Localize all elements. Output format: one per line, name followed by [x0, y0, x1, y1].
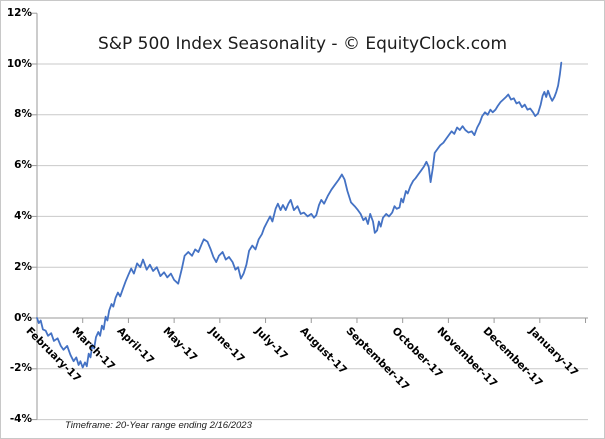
- y-axis-label: -4%: [9, 413, 32, 426]
- y-axis-label: 4%: [14, 209, 32, 222]
- y-axis-label: 8%: [14, 108, 32, 121]
- chart-title: S&P 500 Index Seasonality - © EquityCloc…: [97, 34, 508, 54]
- series-line: [36, 61, 563, 369]
- y-axis-label: 2%: [14, 260, 32, 273]
- y-axis-label: 10%: [6, 57, 32, 70]
- y-axis-label: -2%: [9, 362, 32, 375]
- timeframe-footnote: Timeframe: 20-Year range ending 2/16/202…: [65, 420, 252, 431]
- y-axis-label: 6%: [14, 159, 32, 172]
- y-axis-label: 12%: [6, 6, 32, 19]
- y-axis-label: 0%: [14, 311, 32, 324]
